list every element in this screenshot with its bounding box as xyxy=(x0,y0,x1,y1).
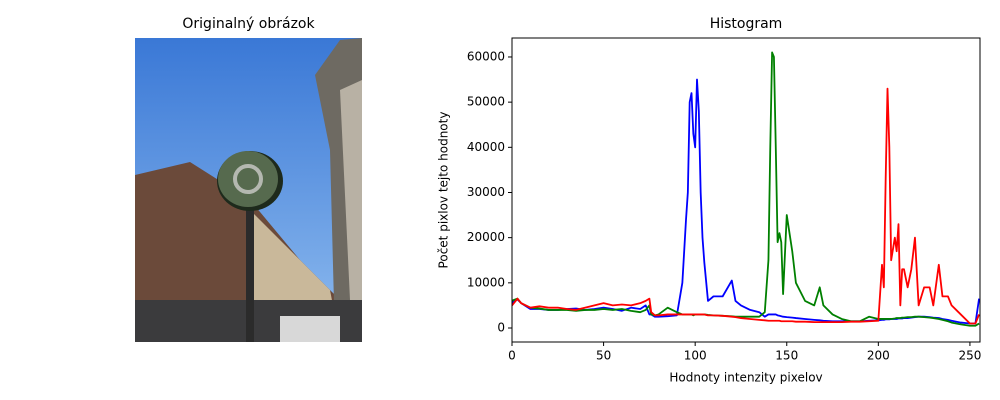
y-tick-label: 10000 xyxy=(467,275,505,289)
y-tick-label: 40000 xyxy=(467,140,505,154)
x-tick-label: 0 xyxy=(508,349,516,363)
chart-title: Histogram xyxy=(710,16,783,32)
x-tick-label: 250 xyxy=(958,349,981,363)
y-tick-label: 0 xyxy=(497,320,505,334)
photo xyxy=(135,38,362,342)
y-tick-label: 60000 xyxy=(467,49,505,63)
x-tick-label: 200 xyxy=(867,349,890,363)
y-tick-label: 50000 xyxy=(467,95,505,109)
x-tick-label: 100 xyxy=(684,349,707,363)
x-tick-label: 150 xyxy=(775,349,798,363)
x-axis-label: Hodnoty intenzity pixelov xyxy=(669,371,822,385)
line-series xyxy=(512,78,980,325)
y-tick-label: 20000 xyxy=(467,230,505,244)
chart-title: Originalný obrázok xyxy=(182,16,315,32)
x-tick-label: 50 xyxy=(596,349,611,363)
line-series xyxy=(512,87,980,325)
y-axis-label: Počet pixlov tejto hodnoty xyxy=(437,112,451,269)
axes-frame xyxy=(511,37,981,343)
y-tick-label: 30000 xyxy=(467,185,505,199)
line-series xyxy=(512,51,980,327)
